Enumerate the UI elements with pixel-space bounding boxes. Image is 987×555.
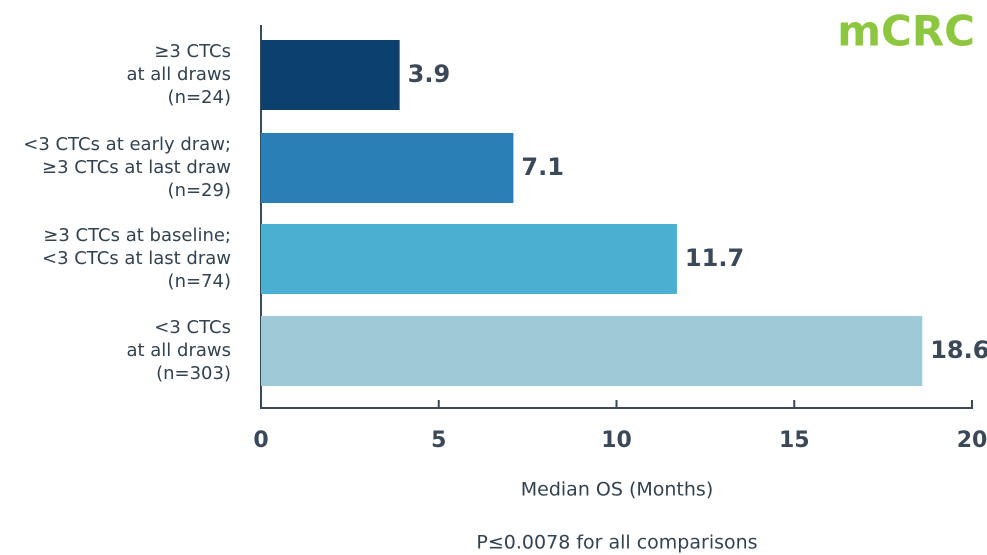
value-label: 18.6 [930,336,987,364]
category-label: ≥3 CTCs at baseline; [43,225,231,246]
x-tick-label: 0 [253,428,268,453]
x-axis-label: Median OS (Months) [521,479,713,501]
bar [261,133,514,203]
note: P≤0.0078 for all comparisons [476,532,757,554]
bar [261,316,923,386]
value-label: 7.1 [521,153,564,181]
bar [261,224,677,294]
category-label: ≥3 CTCs [154,41,231,62]
category-label: <3 CTCs at last draw [42,248,231,269]
bar [261,40,400,110]
category-label: <3 CTCs at early draw; [23,134,231,155]
category-label: (n=74) [168,271,231,292]
x-tick-label: 10 [601,428,632,453]
category-label: at all draws [126,340,231,361]
x-tick-label: 5 [431,428,446,453]
category-label: ≥3 CTCs at last draw [42,157,231,178]
category-label: (n=303) [156,363,231,384]
value-label: 11.7 [685,244,744,272]
x-tick-label: 15 [779,428,810,453]
category-label: (n=24) [168,87,231,108]
x-tick-label: 20 [957,428,987,453]
badge: mCRC [837,7,975,56]
category-label: at all draws [126,64,231,85]
value-label: 3.9 [408,60,451,88]
category-label: (n=29) [168,180,231,201]
category-label: <3 CTCs [154,317,231,338]
